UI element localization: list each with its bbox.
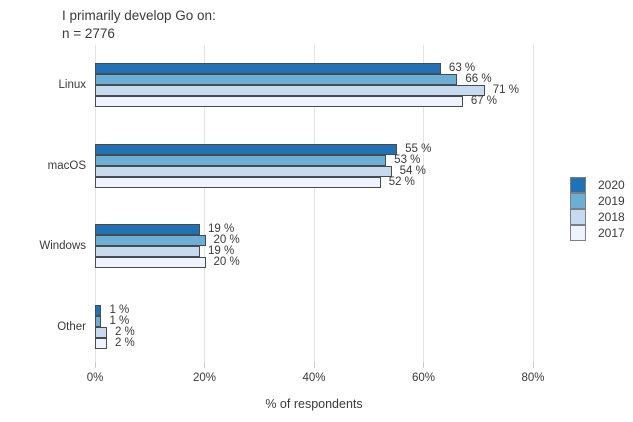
bar-2020-macos bbox=[95, 143, 398, 155]
x-tick-label: 0% bbox=[86, 372, 104, 384]
x-tick bbox=[532, 362, 534, 368]
x-tick bbox=[313, 362, 315, 368]
category-label-other: Other bbox=[57, 320, 86, 333]
bar-2019-windows bbox=[95, 235, 206, 247]
gridline bbox=[204, 45, 205, 362]
bar-2017-macos bbox=[95, 176, 381, 188]
value-label-2017-other: 2 % bbox=[114, 336, 135, 349]
legend-item-2017: 2017 bbox=[570, 225, 625, 241]
value-label-2019-macos: 53 % bbox=[394, 153, 421, 166]
legend-label-2019: 2019 bbox=[598, 194, 625, 208]
category-label-macos: macOS bbox=[47, 159, 86, 172]
legend-swatch-2017 bbox=[570, 225, 586, 241]
value-label-2018-macos: 54 % bbox=[399, 164, 426, 177]
value-label-2018-windows: 19 % bbox=[208, 245, 235, 258]
legend-item-2019: 2019 bbox=[570, 193, 625, 209]
x-axis-title: % of respondents bbox=[265, 397, 363, 411]
bar-2020-windows bbox=[95, 224, 201, 236]
gridline bbox=[532, 45, 534, 362]
bar-2020-linux bbox=[95, 63, 441, 75]
legend: 2020 2019 2018 2017 bbox=[570, 177, 625, 241]
sample-size-label: n = 2776 bbox=[62, 26, 115, 41]
bar-2018-linux bbox=[95, 85, 485, 97]
x-tick-label: 40% bbox=[302, 372, 326, 384]
legend-item-2020: 2020 bbox=[570, 177, 625, 193]
value-label-2017-macos: 52 % bbox=[388, 175, 415, 188]
bar-2019-macos bbox=[95, 154, 387, 166]
value-label-2020-other: 1 % bbox=[109, 303, 130, 316]
category-label-windows: Windows bbox=[39, 240, 86, 253]
chart-title: I primarily develop Go on: bbox=[62, 8, 216, 23]
legend-item-2018: 2018 bbox=[570, 209, 625, 225]
x-tick bbox=[423, 362, 424, 368]
x-tick-label: 80% bbox=[521, 372, 545, 384]
value-label-2020-macos: 55 % bbox=[405, 142, 432, 155]
legend-swatch-2018 bbox=[570, 209, 586, 225]
chart-header: I primarily develop Go on: n = 2776 bbox=[62, 7, 216, 43]
x-tick-label: 20% bbox=[192, 372, 217, 384]
bar-2020-other bbox=[95, 304, 102, 316]
bar-2019-other bbox=[95, 315, 102, 327]
gridline bbox=[94, 45, 96, 362]
value-label-2019-other: 1 % bbox=[109, 314, 130, 327]
legend-label-2020: 2020 bbox=[598, 178, 625, 192]
value-label-2020-windows: 19 % bbox=[208, 223, 235, 236]
x-tick-label: 60% bbox=[411, 372, 436, 384]
bar-2017-windows bbox=[95, 257, 206, 269]
legend-label-2017: 2017 bbox=[598, 226, 625, 240]
gridline bbox=[313, 45, 315, 362]
value-label-2018-linux: 71 % bbox=[492, 84, 519, 97]
legend-label-2018: 2018 bbox=[598, 210, 625, 224]
category-label-linux: Linux bbox=[58, 79, 87, 92]
value-label-2018-other: 2 % bbox=[114, 325, 135, 338]
bar-2018-macos bbox=[95, 165, 392, 177]
legend-swatch-2020 bbox=[570, 177, 586, 193]
bar-2018-other bbox=[95, 326, 107, 338]
bar-2018-windows bbox=[95, 246, 201, 258]
value-label-2017-linux: 67 % bbox=[470, 95, 498, 108]
value-label-2019-linux: 66 % bbox=[465, 73, 492, 86]
x-tick bbox=[94, 362, 96, 368]
legend-swatch-2019 bbox=[570, 193, 586, 209]
value-label-2017-windows: 20 % bbox=[213, 256, 240, 269]
bar-2017-linux bbox=[95, 96, 463, 108]
bar-2017-other bbox=[95, 337, 107, 349]
bar-2019-linux bbox=[95, 74, 458, 86]
gridline bbox=[423, 45, 424, 362]
value-label-2019-windows: 20 % bbox=[213, 234, 240, 247]
value-label-2020-linux: 63 % bbox=[448, 62, 476, 75]
x-tick bbox=[204, 362, 205, 368]
